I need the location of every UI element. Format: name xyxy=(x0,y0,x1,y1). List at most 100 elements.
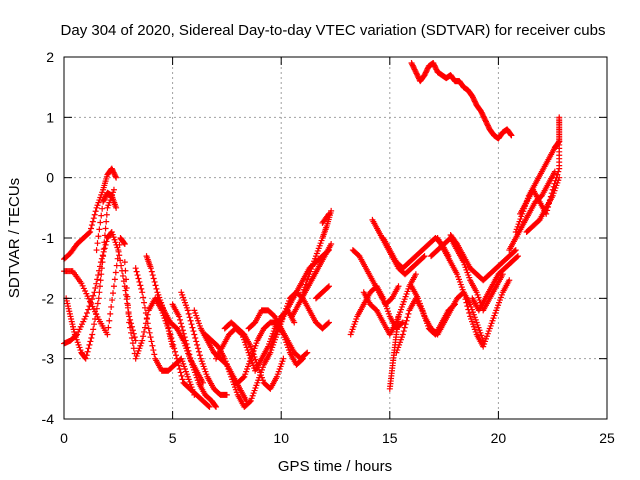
data-point xyxy=(148,268,155,275)
data-point xyxy=(196,352,203,359)
data-point xyxy=(141,304,148,311)
series-35 xyxy=(506,168,558,254)
data-point xyxy=(164,321,171,328)
y-tick-label: -4 xyxy=(42,411,55,427)
x-tick-label: 5 xyxy=(169,430,177,446)
data-point xyxy=(240,374,247,381)
data-point xyxy=(116,252,123,259)
series-26 xyxy=(369,216,428,278)
data-point xyxy=(465,306,472,313)
data-point xyxy=(143,315,150,322)
data-point xyxy=(144,320,151,327)
data-point xyxy=(101,239,108,246)
data-point xyxy=(328,241,335,248)
data-point xyxy=(98,265,105,272)
data-point xyxy=(401,324,408,331)
data-point xyxy=(112,269,119,276)
series-10 xyxy=(178,289,230,398)
x-tick-labels: 0 5 10 15 20 25 xyxy=(60,430,615,446)
data-point xyxy=(94,276,101,283)
data-point xyxy=(179,376,186,383)
chart-title: Day 304 of 2020, Sidereal Day-to-day VTE… xyxy=(61,22,606,39)
series-21 xyxy=(312,283,332,302)
data-point xyxy=(398,320,405,327)
data-point xyxy=(212,403,219,410)
series-0 xyxy=(61,165,120,263)
data-point xyxy=(95,233,102,240)
data-point xyxy=(93,280,100,287)
x-tick-label: 25 xyxy=(599,430,615,446)
data-point xyxy=(127,324,134,331)
data-point xyxy=(107,310,114,317)
data-point xyxy=(466,309,473,316)
x-axis-label: GPS time / hours xyxy=(278,458,392,475)
series-34 xyxy=(469,253,521,314)
data-point xyxy=(400,328,407,335)
data-point xyxy=(135,275,142,282)
data-point xyxy=(161,310,168,317)
data-point xyxy=(92,316,99,323)
data-point xyxy=(412,271,419,278)
data-point xyxy=(150,347,157,354)
series-11 xyxy=(191,307,250,404)
y-tick-label: 2 xyxy=(46,49,54,65)
data-point xyxy=(223,391,230,398)
data-point xyxy=(83,309,90,316)
data-point xyxy=(139,289,146,296)
data-point xyxy=(85,306,92,313)
data-point xyxy=(84,348,91,355)
data-point xyxy=(110,186,117,193)
data-point xyxy=(170,341,177,348)
data-point xyxy=(325,319,332,326)
data-point xyxy=(556,114,563,121)
data-point xyxy=(420,253,427,260)
data-point xyxy=(111,276,118,283)
data-point xyxy=(91,321,98,328)
axis-ticks xyxy=(63,56,608,420)
data-point xyxy=(180,330,187,337)
data-point xyxy=(402,321,409,328)
series-16 xyxy=(245,307,311,362)
data-point xyxy=(142,309,149,316)
data-point xyxy=(464,303,471,310)
data-point xyxy=(97,219,104,226)
data-point xyxy=(188,321,195,328)
data-point xyxy=(405,310,412,317)
data-point xyxy=(103,211,110,218)
data-point xyxy=(150,275,157,282)
data-point xyxy=(106,317,113,324)
data-point xyxy=(554,171,561,178)
data-point xyxy=(206,403,213,410)
data-point xyxy=(511,247,518,254)
data-point xyxy=(123,276,130,283)
data-point xyxy=(94,240,101,247)
series-9 xyxy=(169,301,220,410)
data-point xyxy=(141,328,148,335)
data-point xyxy=(87,299,94,306)
data-point xyxy=(86,229,93,236)
data-point xyxy=(187,354,194,361)
data-point xyxy=(115,247,122,254)
data-point xyxy=(138,285,145,292)
data-point xyxy=(90,292,97,299)
data-point xyxy=(121,240,128,247)
data-point xyxy=(171,345,178,352)
grid xyxy=(64,57,607,419)
data-point xyxy=(122,267,129,274)
data-point xyxy=(186,314,193,321)
series-39 xyxy=(556,114,563,169)
data-point xyxy=(149,342,156,349)
data-point xyxy=(87,228,94,235)
data-point xyxy=(325,283,332,290)
data-point xyxy=(195,345,202,352)
data-point xyxy=(167,331,174,338)
data-point xyxy=(99,259,106,266)
data-point xyxy=(514,253,521,260)
data-point xyxy=(152,282,159,289)
data-point xyxy=(97,277,104,284)
data-point xyxy=(101,232,108,239)
data-point xyxy=(178,372,185,379)
data-point xyxy=(160,307,167,314)
data-point xyxy=(168,334,175,341)
x-tick-label: 0 xyxy=(60,430,68,446)
